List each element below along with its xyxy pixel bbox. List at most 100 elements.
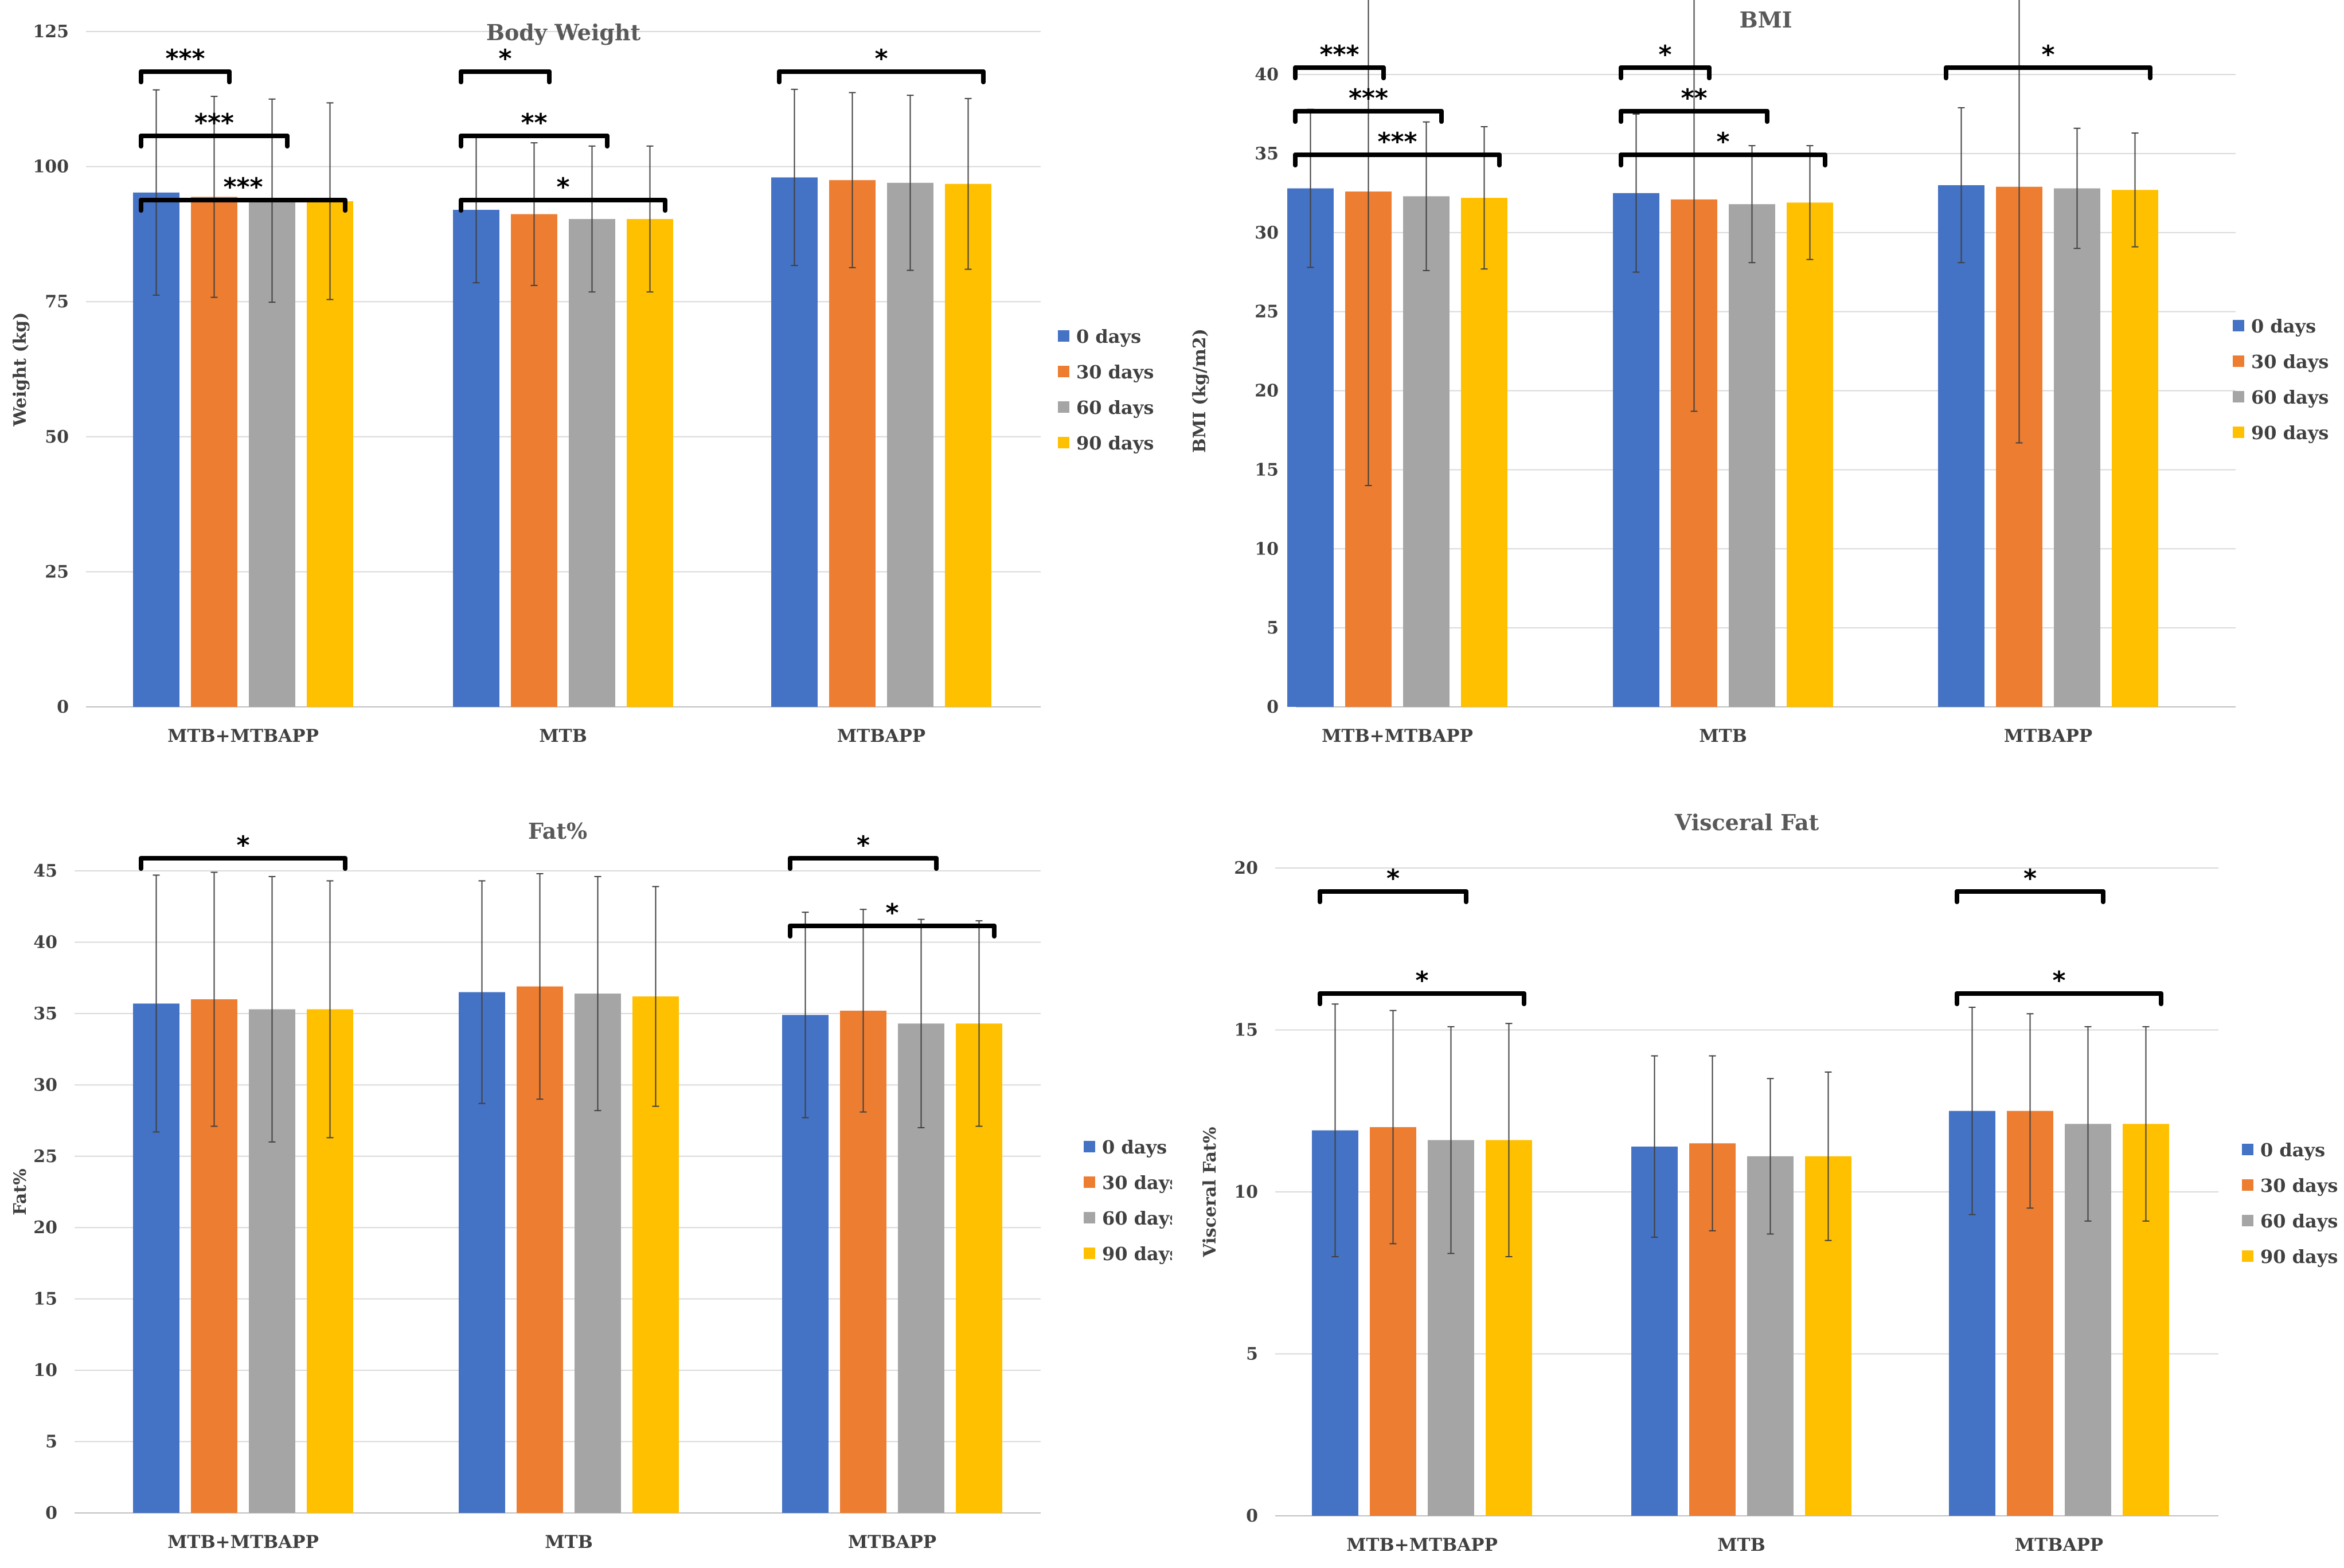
body-weight-significance-bracket xyxy=(459,134,610,148)
bmi-legend-swatch xyxy=(2233,391,2244,402)
body-weight-legend-label: 90 days xyxy=(1076,432,1154,454)
visceral-fat-significance-label: * xyxy=(2023,864,2037,893)
bmi-bar-mtb-mtbapp-60-days xyxy=(1403,196,1450,707)
bmi-legend-swatch xyxy=(2233,355,2244,367)
body-weight-significance-label: * xyxy=(556,173,569,202)
body-weight-title: Body Weight xyxy=(486,19,641,45)
bmi-category-label: MTB xyxy=(1699,726,1747,746)
body-weight-legend-swatch xyxy=(1058,437,1069,448)
fat-y-tick-label: 20 xyxy=(33,1218,57,1238)
bmi-category-label: MTBAPP xyxy=(2004,726,2092,746)
body-weight-category-label: MTBAPP xyxy=(837,726,925,746)
bmi-chart: 0 5 10 15 20 25 30 35 40 BMI BMI (kg/m2) MTB+MTBAPP… xyxy=(1172,0,2344,784)
fat-category-label: MTB xyxy=(545,1532,593,1553)
body-weight-category-label: MTB+MTBAPP xyxy=(167,726,319,746)
bmi-y-tick-label: 35 xyxy=(1255,144,1279,164)
body-weight-significance-bracket xyxy=(459,69,552,84)
fat-y-tick-label: 25 xyxy=(33,1147,57,1167)
fat-y-tick-label: 0 xyxy=(45,1503,57,1523)
body-weight-significance-label: * xyxy=(498,44,511,73)
visceral-fat-category-label: MTB xyxy=(1717,1535,1765,1555)
fat-significance-bracket xyxy=(788,856,939,871)
bmi-y-tick-label: 15 xyxy=(1255,460,1279,480)
bmi-chart-svg: 0 5 10 15 20 25 30 35 40 BMI BMI (kg/m2) MTB+MTBAPP… xyxy=(1190,0,2329,746)
fat-y-tick-label: 30 xyxy=(33,1075,57,1095)
visceral-fat-y-tick-label: 5 xyxy=(1246,1344,1258,1364)
bmi-category-label: MTB+MTBAPP xyxy=(1322,726,1473,746)
bmi-legend-label: 90 days xyxy=(2251,422,2329,444)
bmi-significance-bracket xyxy=(1619,65,1712,80)
fat-legend-label: 90 days xyxy=(1102,1243,1172,1265)
bmi-significance-label: *** xyxy=(1319,40,1359,69)
visceral-fat-y-tick-label: 15 xyxy=(1234,1020,1258,1041)
visceral-fat-category-label: MTB+MTBAPP xyxy=(1346,1535,1498,1555)
body-weight-bar-mtb-0-days xyxy=(453,209,499,707)
bmi-legend-label: 0 days xyxy=(2251,315,2316,337)
body-weight-significance-label: *** xyxy=(223,173,263,202)
visceral-fat-y-axis-label: Visceral Fat% xyxy=(1200,1127,1220,1258)
bmi-bar-mtb-0-days xyxy=(1613,193,1659,707)
bmi-bar-mtbapp-0-days xyxy=(1938,185,1984,707)
bmi-bar-mtb-60-days xyxy=(1729,204,1775,707)
body-weight-y-tick-label: 75 xyxy=(45,292,69,312)
bmi-y-tick-label: 0 xyxy=(1267,697,1279,717)
bmi-legend-label: 60 days xyxy=(2251,386,2329,408)
bmi-y-tick-label: 5 xyxy=(1267,618,1279,638)
body-weight-category-label: MTB xyxy=(539,726,587,746)
fat-legend-label: 0 days xyxy=(1102,1136,1167,1158)
bmi-significance-bracket xyxy=(1944,65,2152,80)
bmi-significance-label: * xyxy=(2041,40,2054,69)
body-weight-bar-mtb-60-days xyxy=(569,219,615,707)
bmi-legend-swatch xyxy=(2233,427,2244,438)
fat-y-tick-label: 10 xyxy=(33,1360,57,1381)
visceral-fat-significance-bracket xyxy=(1318,991,1526,1006)
bmi-significance-bracket xyxy=(1293,109,1444,124)
body-weight-significance-bracket xyxy=(777,69,986,84)
bmi-significance-label: ** xyxy=(1681,84,1707,113)
visceral-fat-legend-label: 0 days xyxy=(2260,1139,2325,1161)
body-weight-significance-bracket xyxy=(459,198,667,213)
bmi-y-axis-label: BMI (kg/m2) xyxy=(1190,329,1210,453)
bmi-significance-bracket xyxy=(1619,109,1769,124)
body-weight-significance-label: ** xyxy=(521,108,547,138)
bmi-bar-mtb-mtbapp-90-days xyxy=(1461,198,1507,707)
body-weight-significance-bracket xyxy=(139,198,347,213)
body-weight-bar-mtb-30-days xyxy=(511,214,557,707)
bmi-bar-mtb-mtbapp-0-days xyxy=(1287,188,1334,707)
bmi-legend-label: 30 days xyxy=(2251,351,2329,373)
bmi-legend-swatch xyxy=(2233,320,2244,331)
visceral-fat-significance-bracket xyxy=(1955,889,2105,904)
visceral-fat-significance-label: * xyxy=(2052,966,2065,995)
bmi-significance-label: * xyxy=(1716,127,1729,157)
body-weight-significance-bracket xyxy=(139,134,290,148)
fat-title: Fat% xyxy=(528,818,587,844)
bmi-y-tick-label: 30 xyxy=(1255,223,1279,243)
fat-y-tick-label: 40 xyxy=(33,932,57,952)
fat-category-label: MTB+MTBAPP xyxy=(167,1532,319,1553)
visceral-fat-significance-bracket xyxy=(1318,889,1468,904)
visceral-fat-legend-swatch xyxy=(2242,1215,2253,1226)
fat-significance-bracket xyxy=(139,856,347,871)
body-weight-significance-bracket xyxy=(139,69,232,84)
fat-legend-swatch xyxy=(1084,1212,1095,1223)
fat-legend-swatch xyxy=(1084,1141,1095,1152)
fat-legend-swatch xyxy=(1084,1248,1095,1259)
fat-significance-label: * xyxy=(236,831,249,860)
bmi-significance-bracket xyxy=(1293,153,1502,167)
fat-significance-label: * xyxy=(857,831,870,860)
bmi-bar-mtb-90-days xyxy=(1787,202,1833,707)
visceral-fat-category-label: MTBAPP xyxy=(2015,1535,2103,1555)
body-weight-chart: 0 25 50 75 100 125 Body Weight Weight (kg) MTB+M… xyxy=(0,0,1172,784)
fat-y-tick-label: 15 xyxy=(33,1289,57,1309)
visceral-fat-significance-label: * xyxy=(1415,966,1428,995)
bmi-significance-label: *** xyxy=(1349,84,1388,113)
body-weight-significance-label: * xyxy=(874,44,888,73)
fat-legend-label: 30 days xyxy=(1102,1172,1172,1194)
bmi-y-tick-label: 25 xyxy=(1255,302,1279,322)
body-weight-legend-swatch xyxy=(1058,401,1069,413)
visceral-fat-chart-svg: 0 5 10 15 20 Visceral Fat Visceral Fat% MTB+MTB… xyxy=(1200,810,2338,1555)
visceral-fat-y-tick-label: 0 xyxy=(1246,1506,1258,1526)
visceral-fat-legend-swatch xyxy=(2242,1179,2253,1191)
visceral-fat-significance-bracket xyxy=(1955,991,2163,1006)
fat-legend-label: 60 days xyxy=(1102,1207,1172,1229)
